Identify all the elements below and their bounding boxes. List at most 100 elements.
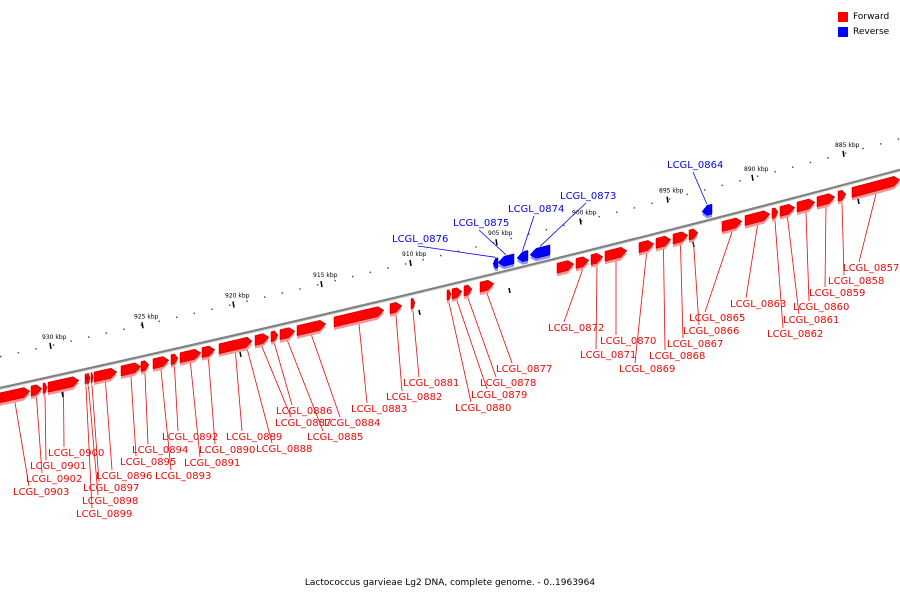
- gene-label: LCGL_0887: [275, 418, 331, 429]
- major-tick: [666, 196, 669, 203]
- gene-label: LCGL_0899: [76, 509, 132, 520]
- minor-tick: [580, 220, 583, 222]
- minor-tick: [0, 355, 2, 358]
- gene-arrow: [721, 217, 743, 232]
- ruler-label: 915 kbp: [313, 272, 338, 279]
- gene-arrow: [30, 384, 43, 397]
- gene-arrow: [93, 367, 118, 383]
- minor-tick: [545, 229, 548, 231]
- minor-tick: [422, 259, 424, 261]
- gene-arrow: [152, 356, 170, 370]
- gene-arrow: [270, 330, 279, 343]
- leader-line: [680, 245, 684, 339]
- leader-line: [486, 293, 513, 364]
- ruler-label: 910 kbp: [402, 251, 427, 258]
- leader-line: [85, 386, 93, 509]
- minor-tick: [70, 340, 72, 342]
- leader-line: [247, 350, 273, 444]
- ruler-label: 930 kbp: [42, 334, 67, 341]
- major-tick: [409, 259, 412, 267]
- minor-tick: [756, 175, 759, 177]
- gene-label: LCGL_0888: [256, 444, 312, 455]
- minor-tick: [668, 198, 671, 200]
- lower-tick: [857, 198, 860, 205]
- leader-line: [274, 343, 293, 406]
- minor-tick: [140, 324, 143, 326]
- minor-tick: [281, 292, 284, 294]
- gene-label: LCGL_0871: [580, 350, 636, 361]
- leader-line: [456, 300, 488, 390]
- minor-tick: [211, 308, 213, 310]
- leader-line: [704, 231, 733, 313]
- gene-arrow: [140, 360, 150, 372]
- ruler-label: 925 kbp: [134, 313, 159, 320]
- gene-label: LCGL_0870: [600, 336, 656, 347]
- gene-label: LCGL_0877: [496, 364, 552, 375]
- gene-label: LCGL_0861: [783, 315, 839, 326]
- gene-label: LCGL_0892: [162, 432, 218, 443]
- minor-tick: [704, 189, 706, 191]
- gene-arrow: [744, 210, 771, 226]
- minor-tick: [176, 316, 178, 319]
- gene-arrow: [389, 302, 403, 315]
- leader-line: [467, 297, 497, 378]
- gene-arrow: [0, 387, 31, 404]
- minor-tick: [475, 246, 477, 248]
- gene-label: LCGL_0862: [767, 329, 823, 340]
- backbone-line: [0, 168, 900, 389]
- minor-tick: [809, 161, 812, 164]
- gene-label: LCGL_0873: [560, 191, 616, 202]
- gene-arrow: [218, 337, 253, 355]
- minor-tick: [457, 250, 460, 252]
- minor-tick: [774, 171, 776, 173]
- gene-arrow: [796, 198, 816, 213]
- leader-line: [787, 217, 800, 315]
- gene-arrow: [296, 320, 327, 337]
- major-tick: [141, 322, 144, 329]
- leader-line: [36, 397, 43, 474]
- leader-line: [634, 253, 647, 364]
- ruler-label: 900 kbp: [572, 210, 597, 217]
- leader-line: [805, 212, 810, 302]
- gene-label: LCGL_0868: [649, 351, 705, 362]
- major-tick: [232, 301, 235, 308]
- gene-arrow: [84, 373, 88, 385]
- gene-label: LCGL_0891: [184, 458, 240, 469]
- minor-tick: [228, 304, 231, 306]
- minor-tick: [792, 166, 794, 168]
- gene-label: LCGL_0858: [828, 276, 884, 287]
- gene-label: LCGL_0894: [132, 445, 188, 456]
- minor-tick: [123, 328, 125, 330]
- leader-line: [14, 402, 30, 487]
- gene-label: LCGL_0882: [386, 392, 442, 403]
- leader-line: [63, 391, 65, 448]
- gene-label: LCGL_0889: [226, 432, 282, 443]
- gene-label: LCGL_0867: [667, 339, 723, 350]
- leader-line: [287, 340, 324, 432]
- gene-label: LCGL_0902: [26, 474, 82, 485]
- leader-line: [358, 324, 368, 404]
- lower-tick: [418, 309, 421, 315]
- gene-arrow: [638, 240, 655, 254]
- minor-tick: [616, 211, 618, 213]
- gene-arrow: [779, 203, 796, 217]
- minor-tick: [492, 242, 495, 244]
- gene-arrow: [655, 235, 672, 249]
- lower-tick: [61, 392, 64, 398]
- minor-tick: [158, 320, 160, 323]
- minor-tick: [88, 336, 90, 338]
- leader-line-layer: [14, 171, 877, 509]
- gene-label: LCGL_0866: [683, 326, 739, 337]
- ruler-label: 905 kbp: [488, 230, 513, 237]
- legend-label-forward: Forward: [853, 11, 890, 22]
- minor-tick: [17, 352, 20, 354]
- gene-arrow: [556, 260, 575, 274]
- gene-label: LCGL_0860: [793, 302, 849, 313]
- gene-label: LCGL_0881: [403, 378, 459, 389]
- gene-arrow: [170, 353, 179, 366]
- minor-tick: [52, 344, 55, 346]
- major-tick: [842, 150, 845, 158]
- gene-label: LCGL_0863: [730, 299, 786, 310]
- gene-label: LCGL_0901: [30, 461, 86, 472]
